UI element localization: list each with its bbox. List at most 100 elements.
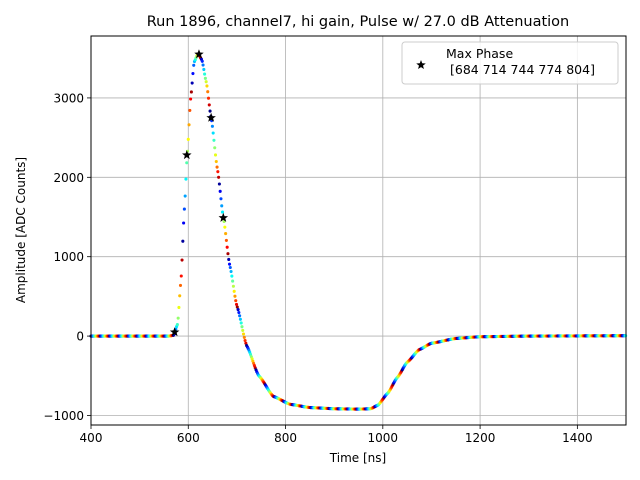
pulse-sample-point: [212, 138, 216, 142]
pulse-sample-point: [220, 204, 224, 208]
pulse-sample-point: [215, 165, 219, 169]
chart-title: Run 1896, channel7, hi gain, Pulse w/ 27…: [147, 14, 570, 30]
pulse-sample-point: [188, 108, 192, 112]
y-tick-label: 3000: [53, 91, 84, 105]
pulse-sample-point: [183, 194, 187, 198]
pulse-sample-point: [177, 305, 181, 310]
y-tick-label: 2000: [53, 171, 84, 185]
legend-label-phases: [684 714 744 774 804]: [450, 62, 595, 77]
pulse-sample-point: [232, 289, 236, 293]
pulse-sample-point: [182, 221, 186, 225]
x-tick-label: 600: [177, 431, 200, 445]
pulse-sample-point: [179, 274, 183, 278]
pulse-sample-point: [189, 97, 193, 101]
legend-label-title: Max Phase: [446, 46, 513, 61]
pulse-sample-point: [181, 239, 185, 243]
legend: Max Phase [684 714 744 774 804]: [401, 41, 619, 85]
pulse-sample-point: [190, 81, 194, 85]
pulse-sample-point: [234, 302, 239, 306]
pulse-sample-point: [237, 310, 241, 315]
max-phase-star-marker: [194, 49, 204, 59]
legend-star-shape: [416, 60, 426, 70]
max-phase-star-marker: [218, 212, 229, 222]
pulse-sample-point: [189, 90, 193, 94]
x-axis-ticks: 400 600 800 1000 1200 1400: [80, 425, 593, 445]
pulse-sample-point: [233, 294, 237, 298]
pulse-sample-point: [204, 80, 208, 84]
pulse-sample-point: [207, 103, 211, 107]
pulse-sample-point: [231, 284, 235, 288]
pulse-sample-point: [216, 170, 220, 174]
pulse-sample-point: [175, 323, 179, 327]
pulse-sample-point: [226, 252, 230, 256]
pulse-sample-point: [214, 160, 218, 164]
pulse-sample-point: [225, 245, 229, 249]
pulse-sample-point: [185, 161, 189, 165]
y-tick-label: −1000: [43, 409, 84, 423]
pulse-sample-point: [208, 109, 212, 113]
pulse-sample-point: [184, 177, 188, 181]
y-axis-ticks: −1000 0 1000 2000 3000: [43, 91, 91, 423]
pulse-sample-point: [242, 335, 246, 339]
pulse-sample-point: [240, 325, 244, 329]
x-tick-label: 800: [274, 431, 297, 445]
max-phase-star-marker: [182, 150, 192, 160]
pulse-sample-point: [238, 314, 242, 318]
data-series: [89, 52, 628, 411]
pulse-sample-point: [217, 175, 221, 179]
pulse-sample-point: [241, 328, 245, 332]
y-tick-label: 1000: [53, 250, 84, 264]
pulse-sample-point: [230, 274, 234, 278]
pulse-sample-point: [231, 279, 235, 283]
pulse-sample-point: [176, 316, 180, 320]
pulse-sample-point: [239, 321, 243, 325]
pulse-sample-point: [205, 84, 209, 88]
pulse-sample-point: [213, 146, 217, 150]
pulse-sample-point: [241, 332, 246, 336]
pulse-sample-point: [213, 153, 218, 157]
max-phase-star-marker: [206, 112, 216, 122]
pulse-sample-point: [192, 63, 196, 67]
legend-box: [401, 41, 619, 85]
y-axis-label: Amplitude [ADC Counts]: [14, 157, 28, 303]
pulse-sample-point: [203, 76, 207, 80]
legend-star-icon: [416, 60, 426, 70]
pulse-sample-point: [186, 137, 190, 141]
pulse-sample-point: [180, 258, 184, 262]
x-tick-label: 1000: [368, 431, 399, 445]
pulse-sample-point: [211, 131, 215, 135]
max-phase-markers: [169, 49, 229, 337]
pulse-sample-point: [206, 96, 211, 100]
pulse-sample-point: [202, 67, 206, 72]
pulse-sample-point: [224, 232, 228, 236]
x-axis-label: Time [ns]: [329, 451, 386, 465]
max-phase-star-marker: [169, 327, 180, 337]
pulse-sample-point: [187, 123, 191, 127]
pulse-sample-point: [201, 63, 205, 67]
pulse-sample-point: [229, 269, 233, 274]
x-tick-label: 400: [80, 431, 103, 445]
y-tick-label: 0: [76, 330, 84, 344]
pulse-sample-point: [218, 189, 222, 193]
pulse-sample-point: [235, 305, 239, 309]
pulse-sample-point: [191, 72, 195, 76]
pulse-sample-point: [228, 265, 232, 270]
pulse-sample-point: [219, 197, 223, 201]
pulse-sample-point: [227, 262, 232, 266]
pulse-sample-point: [224, 238, 228, 242]
pulse-sample-point: [182, 207, 186, 211]
plot-frame: [90, 35, 627, 426]
grid: [90, 36, 626, 425]
pulse-sample-point: [200, 59, 204, 63]
x-tick-label: 1200: [465, 431, 496, 445]
pulse-sample-point: [236, 308, 240, 312]
x-tick-label: 1400: [562, 431, 593, 445]
pulse-sample-point: [223, 225, 227, 229]
pulse-sample-point: [217, 182, 221, 186]
pulse-sample-point: [243, 338, 247, 343]
pulse-sample-point: [203, 72, 207, 76]
pulse-sample-point: [178, 294, 182, 298]
pulse-sample-point: [227, 257, 231, 262]
pulse-sample-point: [206, 90, 210, 94]
